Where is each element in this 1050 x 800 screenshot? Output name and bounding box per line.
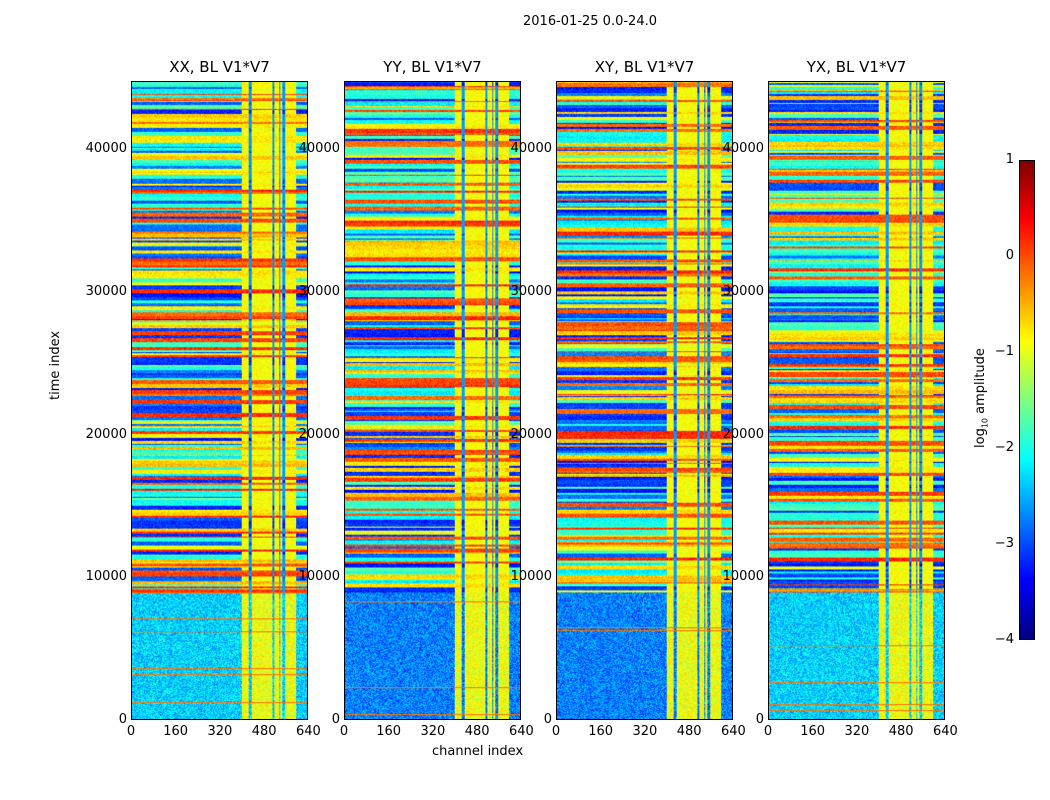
x-tick-label: 480 xyxy=(676,724,702,739)
y-tick-label: 30000 xyxy=(85,284,127,300)
panel-title: YY, BL V1*V7 xyxy=(383,58,482,76)
y-tick-label: 10000 xyxy=(298,569,340,585)
y-tick-label: 40000 xyxy=(722,141,764,157)
x-tick-label: 160 xyxy=(376,724,402,739)
y-tick-label: 30000 xyxy=(510,284,552,300)
colorbar-tick-label: 1 xyxy=(1005,152,1014,167)
panel-title: XX, BL V1*V7 xyxy=(169,58,270,76)
x-axis-label: channel index xyxy=(432,744,524,759)
colorbar-label: log10 amplitude xyxy=(973,348,990,448)
heatmap-panel xyxy=(768,81,945,720)
y-tick-label: 10000 xyxy=(85,569,127,585)
panel-title: YX, BL V1*V7 xyxy=(806,58,907,76)
y-tick-label: 0 xyxy=(755,712,764,727)
y-tick-label: 30000 xyxy=(298,284,340,300)
colorbar-tick-label: −1 xyxy=(994,344,1014,359)
x-tick-label: 320 xyxy=(420,724,446,739)
x-tick-label: 0 xyxy=(763,724,773,739)
colorbar xyxy=(1019,160,1035,640)
x-tick-label: 480 xyxy=(888,724,914,739)
colorbar-tick-label: −2 xyxy=(994,440,1014,455)
heatmap-image xyxy=(132,82,307,719)
x-tick-label: 320 xyxy=(844,724,870,739)
y-tick-label: 30000 xyxy=(722,284,764,300)
heatmap-panel xyxy=(556,81,733,720)
x-tick-label: 0 xyxy=(126,724,136,739)
y-tick-label: 40000 xyxy=(298,141,340,157)
y-axis-label: time index xyxy=(48,330,63,400)
x-tick-label: 480 xyxy=(251,724,277,739)
x-tick-label: 320 xyxy=(207,724,233,739)
x-tick-label: 0 xyxy=(551,724,561,739)
y-tick-label: 0 xyxy=(331,712,340,727)
y-tick-label: 10000 xyxy=(510,569,552,585)
colorbar-tick-label: −3 xyxy=(994,536,1014,551)
y-tick-label: 40000 xyxy=(85,141,127,157)
y-tick-label: 0 xyxy=(543,712,552,727)
x-tick-label: 320 xyxy=(632,724,658,739)
x-tick-label: 640 xyxy=(296,724,321,739)
heatmap-image xyxy=(345,82,520,719)
heatmap-image xyxy=(557,82,732,719)
y-tick-label: 20000 xyxy=(298,426,340,442)
heatmap-panel xyxy=(344,81,521,720)
x-tick-label: 640 xyxy=(509,724,534,739)
x-tick-label: 480 xyxy=(464,724,490,739)
y-tick-label: 40000 xyxy=(510,141,552,157)
x-tick-label: 160 xyxy=(163,724,189,739)
y-tick-label: 20000 xyxy=(510,426,552,442)
colorbar-tick-label: 0 xyxy=(1005,248,1014,263)
heatmap-panel xyxy=(131,81,308,720)
y-tick-label: 20000 xyxy=(85,426,127,442)
x-tick-label: 160 xyxy=(588,724,614,739)
x-tick-label: 640 xyxy=(721,724,746,739)
x-tick-label: 0 xyxy=(339,724,349,739)
panel-title: XY, BL V1*V7 xyxy=(594,58,695,76)
x-tick-label: 160 xyxy=(800,724,826,739)
y-tick-label: 0 xyxy=(118,712,127,727)
heatmap-image xyxy=(769,82,944,719)
figure-title: 2016-01-25 0.0-24.0 xyxy=(523,14,657,29)
y-tick-label: 10000 xyxy=(722,569,764,585)
y-tick-label: 20000 xyxy=(722,426,764,442)
colorbar-tick-label: −4 xyxy=(994,632,1014,647)
x-tick-label: 640 xyxy=(933,724,958,739)
